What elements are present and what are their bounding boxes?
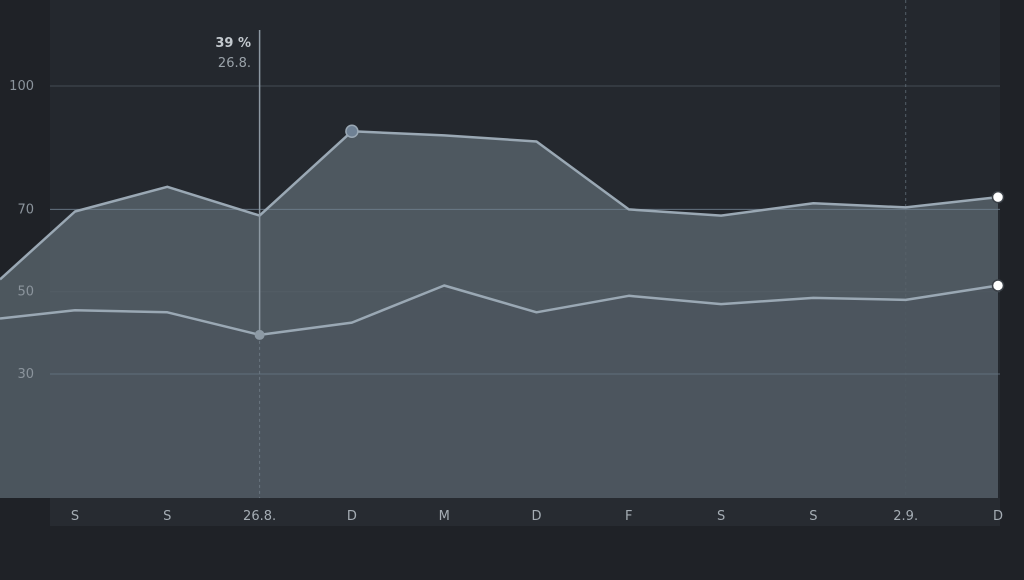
y-tick-label: 100 <box>9 79 34 94</box>
series-2-end-point <box>991 279 1005 292</box>
x-tick-label: D <box>347 509 357 524</box>
marker-layer <box>254 30 1005 498</box>
x-axis-band <box>50 498 1000 526</box>
x-tick-label: M <box>439 509 450 524</box>
series-2-line <box>0 284 999 337</box>
y-tick-label: 30 <box>17 367 34 382</box>
series-1-line <box>0 130 999 281</box>
x-tick-label: 2.9. <box>893 509 918 524</box>
x-tick-label: S <box>809 509 817 524</box>
tick-layer: 30 50 70 100 S S 26.8. D M D F S S 2.9. D <box>9 79 1003 524</box>
y-tick-label: 70 <box>17 202 34 217</box>
tooltip-value: 39 % <box>215 36 251 51</box>
x-tick-label: S <box>163 509 171 524</box>
x-tick-label: S <box>717 509 725 524</box>
series-1-end-point <box>991 190 1005 204</box>
max-point <box>345 124 359 139</box>
x-tick-label: S <box>71 509 79 524</box>
tooltip: 39 % 26.8. <box>215 36 251 71</box>
line-layer <box>0 130 999 337</box>
series-2-area <box>0 285 998 498</box>
hover-point <box>254 329 265 340</box>
x-tick-label: F <box>625 509 632 524</box>
tooltip-date: 26.8. <box>218 56 251 71</box>
x-tick-label: 26.8. <box>243 509 276 524</box>
x-tick-label: D <box>993 509 1003 524</box>
area-layer <box>0 131 1000 499</box>
x-tick-label: D <box>531 509 541 524</box>
y-tick-label: 50 <box>17 285 34 300</box>
